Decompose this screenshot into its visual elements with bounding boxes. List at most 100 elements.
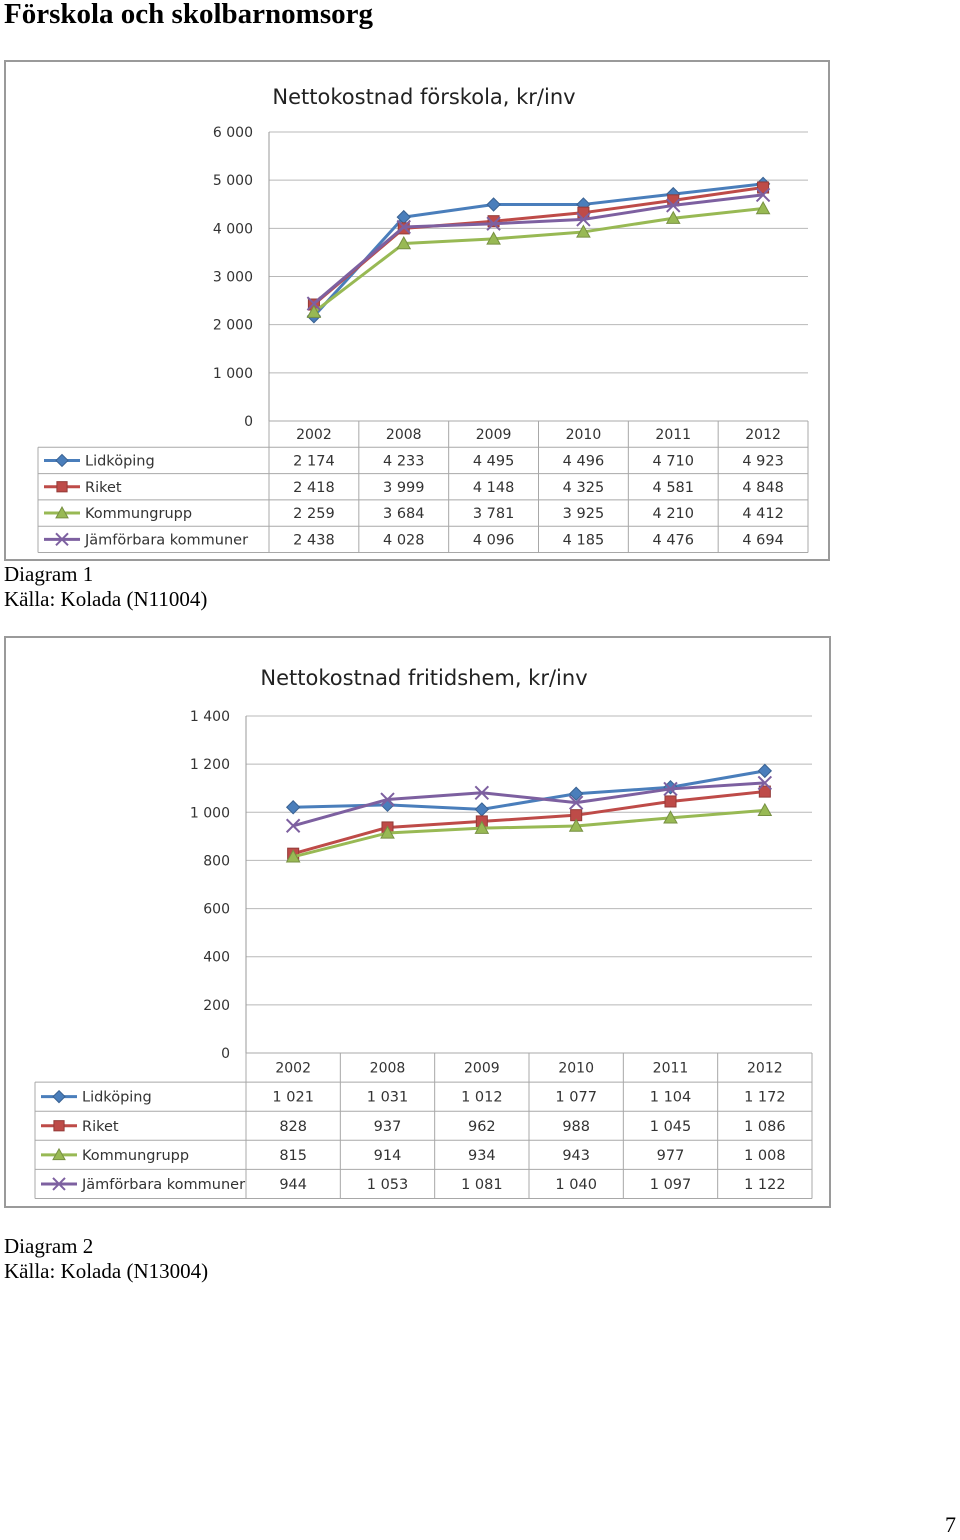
data-label: 943 (562, 1148, 590, 1164)
data-point-jamforbara-kommuner (306, 296, 322, 311)
legend-marker-jamforbara-kommuner (55, 532, 69, 547)
data-label: 3 925 (563, 506, 605, 522)
x-tick-label: 2011 (653, 1061, 689, 1077)
series-line-jamforbara-kommuner (312, 193, 764, 305)
chart-fritidshem: Nettokostnad fritidshem, kr/inv 0 200 400 60… (4, 636, 831, 1208)
data-label: 977 (657, 1148, 685, 1164)
data-label: 1 040 (555, 1177, 597, 1193)
chart-title: Nettokostnad fritidshem, kr/inv (260, 666, 587, 690)
data-point-lidkoping (285, 800, 301, 815)
data-label: 4 923 (742, 453, 784, 469)
x-tick-label: 2012 (745, 427, 781, 443)
y-tick-label: 400 (203, 950, 230, 966)
data-label: 1 045 (650, 1119, 692, 1135)
data-label: 2 259 (293, 506, 335, 522)
y-tick-label: 0 (244, 414, 253, 430)
diagram2-caption-source: Källa: Kolada (N13004) (4, 1259, 209, 1283)
legend-marker-kommungrupp (55, 506, 69, 519)
data-label: 3 781 (473, 506, 515, 522)
data-label: 1 104 (650, 1090, 692, 1106)
legend-label-riket: Riket (85, 480, 122, 496)
data-point-kommungrupp (474, 820, 490, 834)
data-point-jamforbara-kommuner (285, 818, 301, 833)
data-point-riket (487, 215, 500, 228)
data-point-lidkoping (486, 197, 501, 212)
data-label: 1 122 (744, 1177, 786, 1193)
data-label: 4 325 (563, 480, 605, 496)
legend-label-riket: Riket (82, 1119, 119, 1135)
y-tick-label: 1 000 (213, 366, 253, 382)
y-tick-label: 800 (203, 853, 230, 869)
legend-marker-kommungrupp (52, 1147, 66, 1161)
data-point-kommungrupp (486, 231, 501, 245)
data-label: 4 694 (742, 532, 784, 548)
data-label: 4 495 (473, 453, 515, 469)
diagram1-caption-source: Källa: Kolada (N11004) (4, 587, 208, 611)
x-tick-label: 2012 (747, 1061, 783, 1077)
data-label: 4 148 (473, 480, 515, 496)
data-point-kommungrupp (665, 210, 681, 224)
series-line-jamforbara-kommuner (292, 781, 765, 828)
data-point-jamforbara-kommuner (663, 781, 678, 797)
data-point-kommungrupp (306, 304, 322, 318)
data-point-kommungrupp (285, 849, 301, 863)
data-point-kommungrupp (755, 200, 771, 215)
x-tick-label: 2010 (558, 1061, 594, 1077)
data-label: 4 581 (652, 480, 694, 496)
data-point-lidkoping (474, 802, 490, 817)
chart-title: Nettokostnad förskola, kr/inv (272, 85, 575, 109)
legend-marker-riket (53, 1120, 65, 1132)
data-label: 4 848 (742, 480, 784, 496)
data-label: 1 172 (744, 1090, 786, 1106)
page-number: 7 (945, 1512, 956, 1537)
data-point-jamforbara-kommuner (576, 212, 591, 227)
data-point-kommungrupp (380, 825, 395, 839)
data-label: 1 097 (650, 1177, 692, 1193)
data-label: 3 999 (383, 480, 425, 496)
data-label: 1 021 (272, 1090, 314, 1106)
series-line-kommungrupp (313, 206, 764, 314)
data-label: 2 418 (293, 480, 335, 496)
data-label: 4 710 (652, 453, 694, 469)
data-point-jamforbara-kommuner (568, 795, 584, 810)
data-label: 1 077 (555, 1090, 597, 1106)
data-label: 4 496 (563, 453, 605, 469)
data-label: 4 233 (383, 453, 425, 469)
chart-forskola-svg: Nettokostnad förskola, kr/inv 0 1 000 2 000… (37, 85, 809, 553)
x-tick-label: 2008 (386, 427, 422, 443)
diagram2-caption-label: Diagram 2 (4, 1234, 94, 1258)
data-label: 1 053 (367, 1177, 409, 1193)
data-label: 1 012 (461, 1090, 503, 1106)
data-point-jamforbara-kommuner (396, 219, 411, 235)
legend-marker-lidkoping (52, 1089, 66, 1104)
legend-label-lidkoping: Lidköping (82, 1090, 152, 1106)
diagram1-caption-label: Diagram 1 (4, 562, 94, 586)
data-label: 828 (279, 1119, 307, 1135)
data-point-kommungrupp (663, 810, 678, 824)
data-label: 1 081 (461, 1177, 503, 1193)
data-point-kommungrupp (568, 818, 584, 832)
data-label: 1 086 (744, 1119, 786, 1135)
data-label: 4 028 (383, 532, 425, 548)
data-label: 937 (374, 1119, 402, 1135)
data-label: 2 438 (293, 532, 335, 548)
y-tick-label: 1 200 (190, 757, 230, 773)
data-point-jamforbara-kommuner (486, 216, 501, 231)
y-tick-label: 200 (203, 998, 230, 1014)
data-point-riket (757, 181, 770, 194)
data-label: 934 (468, 1148, 496, 1164)
legend-label-kommungrupp: Kommungrupp (85, 506, 192, 522)
series-line-lidkoping (312, 182, 764, 318)
legend-label-kommungrupp: Kommungrupp (82, 1148, 189, 1164)
y-tick-label: 1 000 (190, 805, 230, 821)
data-point-jamforbara-kommuner (380, 792, 395, 807)
chart-forskola: Nettokostnad förskola, kr/inv 0 1 000 2 000… (4, 60, 830, 561)
data-label: 914 (374, 1148, 402, 1164)
data-point-kommungrupp (576, 224, 591, 238)
legend-label-lidkoping: Lidköping (85, 453, 155, 469)
data-label: 3 684 (383, 506, 425, 522)
data-label: 815 (279, 1148, 307, 1164)
data-label: 962 (468, 1119, 496, 1135)
y-tick-label: 0 (221, 1046, 230, 1062)
data-label: 4 096 (473, 532, 515, 548)
